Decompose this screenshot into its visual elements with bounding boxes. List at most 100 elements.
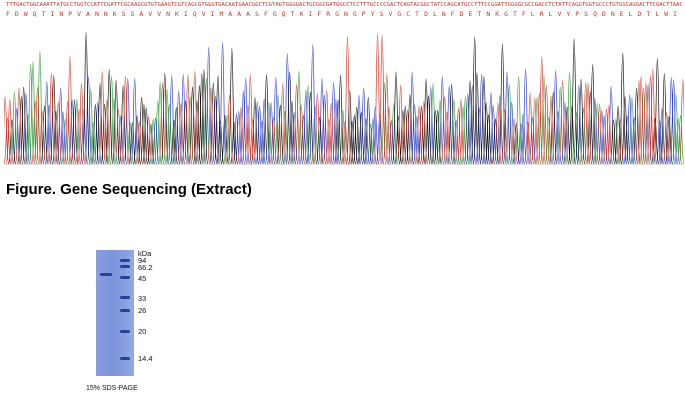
trace-peak bbox=[435, 99, 445, 165]
trace-peak bbox=[530, 97, 539, 165]
trace-peak bbox=[292, 83, 301, 165]
trace-peak bbox=[385, 106, 394, 165]
trace-peak bbox=[49, 75, 58, 165]
trace-peak bbox=[28, 61, 37, 165]
trace-peak bbox=[551, 70, 560, 165]
trace-peak bbox=[345, 89, 354, 165]
trace-peak bbox=[320, 94, 329, 165]
trace-peak bbox=[540, 75, 549, 165]
trace-peak bbox=[669, 79, 678, 165]
trace-peak bbox=[602, 108, 611, 165]
trace-peak bbox=[512, 122, 521, 165]
trace-peak bbox=[646, 75, 655, 165]
trace-peak bbox=[604, 104, 613, 165]
trace-peak bbox=[678, 78, 684, 165]
trace-peak bbox=[42, 81, 51, 165]
trace-peak bbox=[19, 86, 28, 165]
trace-peak bbox=[526, 92, 535, 165]
trace-peak bbox=[17, 96, 26, 165]
trace-peak bbox=[438, 76, 447, 165]
trace-peak bbox=[567, 106, 576, 165]
dna-sequence: TTTGACTGGCAAATTATGCCTGGTCCATTCGATTCGCAAG… bbox=[6, 2, 682, 8]
trace-peak bbox=[146, 123, 155, 165]
marker-label: 26 bbox=[138, 306, 147, 315]
trace-peak bbox=[419, 100, 428, 165]
trace-peak bbox=[491, 118, 500, 165]
trace-peak bbox=[357, 111, 366, 165]
trace-peak bbox=[662, 111, 671, 165]
trace-peak bbox=[350, 115, 359, 165]
trace-peak bbox=[283, 53, 292, 165]
marker-label: 20 bbox=[138, 327, 147, 336]
trace-peak bbox=[422, 78, 431, 165]
trace-peak bbox=[142, 107, 151, 165]
trace-peak bbox=[183, 74, 192, 165]
trace-peak bbox=[14, 87, 24, 165]
trace-peak bbox=[528, 117, 537, 165]
trace-peak bbox=[158, 83, 167, 165]
trace-peak bbox=[549, 91, 558, 165]
trace-peak bbox=[84, 76, 93, 165]
trace-peak bbox=[424, 95, 433, 165]
trace-peak bbox=[391, 71, 401, 165]
trace-peak bbox=[190, 70, 199, 165]
trace-peak bbox=[102, 99, 111, 165]
trace-peak bbox=[200, 69, 209, 165]
trace-peak bbox=[523, 122, 532, 165]
trace-peak bbox=[442, 111, 451, 165]
trace-peak bbox=[429, 82, 438, 165]
trace-peak bbox=[577, 78, 586, 165]
trace-peak bbox=[123, 77, 132, 165]
marker-label: 66.2 bbox=[138, 263, 153, 272]
trace-peak bbox=[560, 102, 569, 165]
figure-title: Figure. Gene Sequencing (Extract) bbox=[6, 181, 252, 198]
trace-peak bbox=[440, 96, 449, 165]
marker-label: 45 bbox=[138, 274, 147, 283]
marker-band-20 bbox=[120, 330, 130, 333]
trace-peak bbox=[509, 118, 519, 165]
trace-peak bbox=[634, 80, 643, 165]
trace-peak bbox=[329, 82, 338, 165]
trace-peak bbox=[4, 96, 10, 165]
trace-peak bbox=[54, 101, 63, 165]
trace-peak bbox=[246, 74, 255, 165]
sample-band bbox=[100, 273, 112, 276]
trace-peak bbox=[484, 114, 493, 165]
trace-peak bbox=[482, 102, 491, 165]
trace-peak bbox=[581, 82, 590, 165]
trace-peak bbox=[519, 113, 528, 165]
trace-peak bbox=[276, 104, 285, 165]
trace-peak bbox=[505, 83, 514, 165]
trace-peak bbox=[218, 42, 227, 165]
marker-band-45 bbox=[120, 276, 130, 279]
trace-peak bbox=[227, 48, 236, 165]
gel-caption: 15% SDS-PAGE bbox=[86, 385, 138, 392]
trace-peak bbox=[204, 46, 213, 165]
trace-peak bbox=[315, 116, 324, 165]
trace-peak bbox=[371, 106, 380, 165]
marker-label: 94 bbox=[138, 256, 147, 265]
trace-peak bbox=[470, 36, 479, 165]
trace-g bbox=[8, 31, 674, 165]
trace-peak bbox=[262, 74, 271, 165]
trace-peak bbox=[308, 44, 317, 165]
trace-peak bbox=[137, 96, 146, 165]
amino-acid-sequence: F D W Q T I N P V A N N K S S A V V N K … bbox=[6, 10, 682, 18]
trace-peak bbox=[514, 75, 523, 165]
trace-peak bbox=[206, 87, 216, 165]
trace-peak bbox=[271, 76, 280, 165]
trace-peak bbox=[202, 78, 211, 165]
trace-peak bbox=[498, 43, 507, 165]
trace-peak bbox=[676, 114, 684, 165]
trace-peak bbox=[260, 98, 269, 165]
marker-band-26 bbox=[120, 309, 130, 312]
trace-peak bbox=[389, 103, 398, 165]
trace-peak bbox=[114, 109, 123, 165]
trace-peak bbox=[197, 73, 206, 165]
trace-peak bbox=[496, 95, 505, 165]
trace-peak bbox=[77, 82, 86, 165]
trace-peak bbox=[664, 116, 674, 165]
trace-peak bbox=[324, 118, 334, 165]
trace-peak bbox=[456, 98, 465, 165]
trace-peak bbox=[225, 94, 234, 165]
